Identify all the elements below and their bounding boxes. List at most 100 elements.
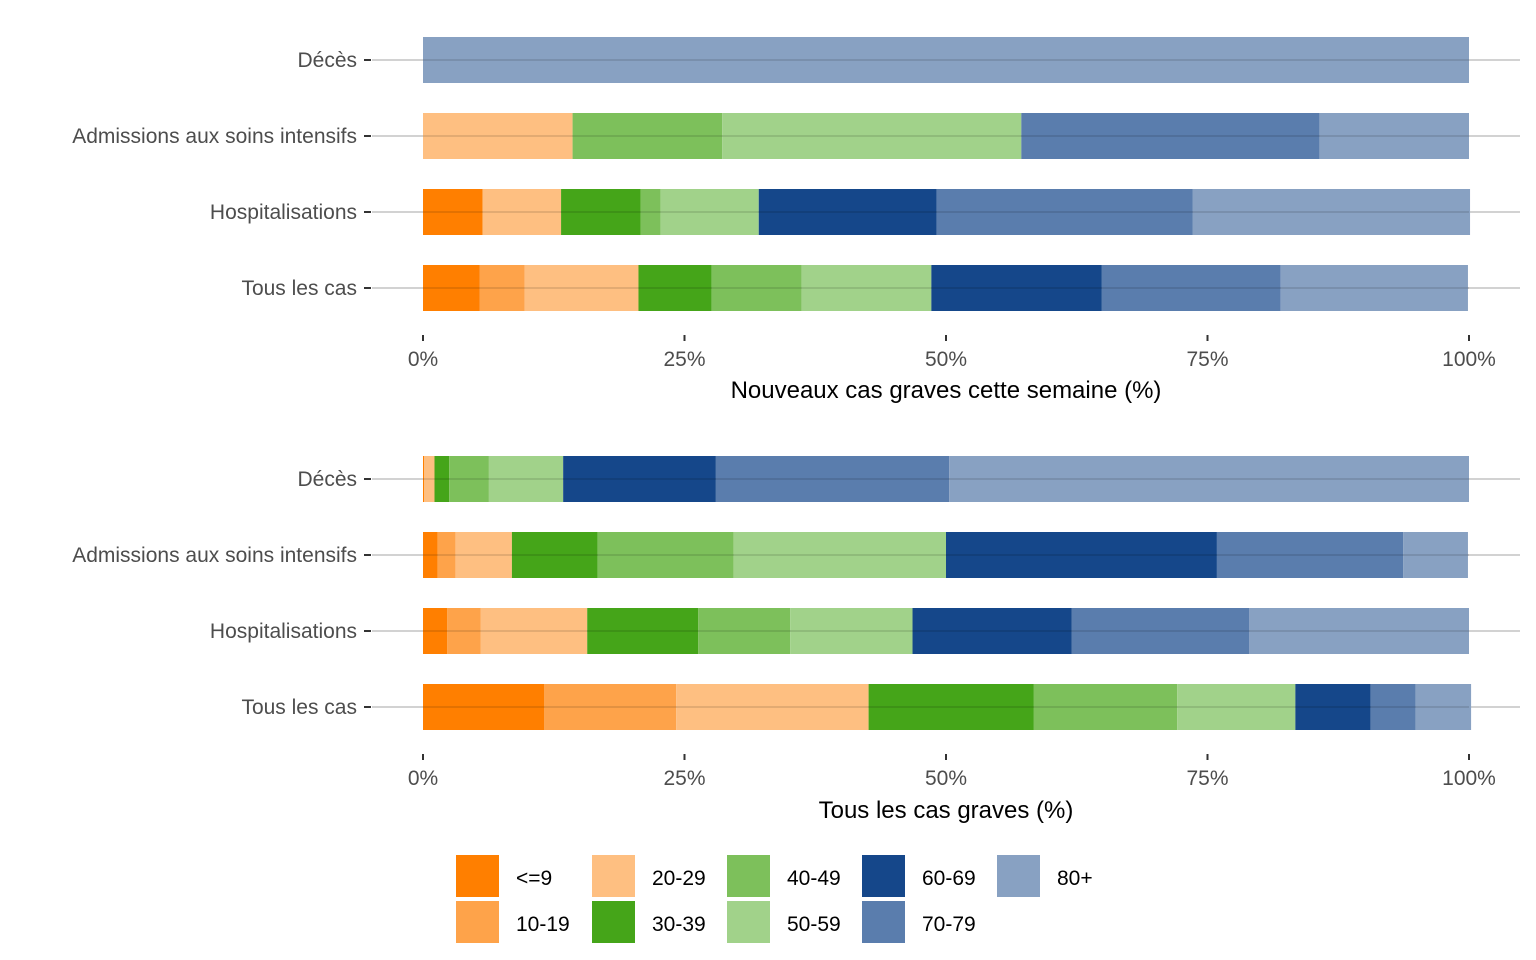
bar-segment xyxy=(733,532,946,578)
bar-segment xyxy=(1177,684,1296,730)
legend-label: 50-59 xyxy=(787,913,841,936)
bar-segment xyxy=(801,265,932,311)
bar-segment xyxy=(1415,684,1472,730)
bar-segment xyxy=(423,532,438,578)
x-axis-title: Tous les cas graves (%) xyxy=(819,797,1074,824)
x-tick-label: 100% xyxy=(1442,348,1496,371)
bar-segment xyxy=(572,113,723,159)
bar-segment xyxy=(423,456,425,502)
legend-label: 60-69 xyxy=(922,867,976,890)
bar-segment xyxy=(561,189,641,235)
bar-segment xyxy=(1319,113,1469,159)
legend-label: 40-49 xyxy=(787,867,841,890)
bar-segment xyxy=(711,265,802,311)
panel-new-severe-cases: Décès Admissions aux soins intensifs Hospi… xyxy=(72,37,1520,404)
x-tick-label: 25% xyxy=(663,348,705,371)
bar-segment xyxy=(931,265,1102,311)
bar-segment xyxy=(1192,189,1471,235)
bar-segment xyxy=(1280,265,1468,311)
bar-segment xyxy=(488,456,564,502)
legend-key xyxy=(456,855,499,897)
panel-all-severe-cases: Décès Admissions aux soins intensifs Hospi… xyxy=(72,456,1520,824)
legend-key xyxy=(727,855,770,897)
x-tick-label: 100% xyxy=(1442,767,1496,790)
bar-segment xyxy=(482,189,562,235)
bar-segment xyxy=(511,532,598,578)
x-tick-label: 50% xyxy=(925,767,967,790)
bar-segment xyxy=(1071,608,1250,654)
bar-segment xyxy=(1101,265,1281,311)
bar-segment xyxy=(949,456,1469,502)
bar-segment xyxy=(1216,532,1404,578)
bar-segment xyxy=(449,456,489,502)
legend-label: <=9 xyxy=(516,867,552,890)
bar-segment xyxy=(715,456,950,502)
bar-segment xyxy=(912,608,1072,654)
bar-segment xyxy=(660,189,759,235)
bar-segment xyxy=(758,189,937,235)
legend-key xyxy=(862,855,905,897)
legend-label: 70-79 xyxy=(922,913,976,936)
bar-segment xyxy=(587,608,699,654)
bar-segment xyxy=(437,532,456,578)
legend: <=9 10-19 20-29 30-39 40-49 50-59 60-69 70-79 80… xyxy=(456,855,1093,943)
legend-key xyxy=(592,855,635,897)
bar-segment xyxy=(946,532,1217,578)
bar-segment xyxy=(597,532,734,578)
y-tick-label: Admissions aux soins intensifs xyxy=(72,125,357,148)
y-tick-label: Hospitalisations xyxy=(210,201,357,224)
bar-segment xyxy=(423,608,448,654)
legend-key xyxy=(862,901,905,943)
bar-segment xyxy=(1033,684,1178,730)
legend-label: 80+ xyxy=(1057,867,1093,890)
bar-segment xyxy=(1403,532,1468,578)
bar-segment xyxy=(868,684,1034,730)
bar-segment xyxy=(423,37,1469,83)
bar-segment xyxy=(1021,113,1320,159)
bar-segment xyxy=(638,265,712,311)
bar-segment xyxy=(936,189,1193,235)
bar-segment xyxy=(790,608,913,654)
x-tick-label: 75% xyxy=(1186,348,1228,371)
legend-key xyxy=(997,855,1040,897)
legend-key xyxy=(727,901,770,943)
bar-segment xyxy=(434,456,450,502)
x-tick-label: 50% xyxy=(925,348,967,371)
bar-segment xyxy=(544,684,677,730)
bar-segment xyxy=(1370,684,1416,730)
bar-segment xyxy=(563,456,716,502)
x-tick-label: 0% xyxy=(408,348,438,371)
bar-segment xyxy=(424,456,435,502)
x-tick-label: 25% xyxy=(663,767,705,790)
legend-label: 10-19 xyxy=(516,913,570,936)
x-tick-label: 75% xyxy=(1186,767,1228,790)
bar-segment xyxy=(480,608,588,654)
bar-segment xyxy=(640,189,661,235)
legend-key xyxy=(456,901,499,943)
y-tick-label: Décès xyxy=(297,49,357,72)
y-tick-label: Tous les cas xyxy=(241,696,357,719)
bar-segment xyxy=(1249,608,1469,654)
bar-segment xyxy=(722,113,1022,159)
legend-label: 20-29 xyxy=(652,867,706,890)
legend-key xyxy=(592,901,635,943)
bar-segment xyxy=(698,608,791,654)
legend-label: 30-39 xyxy=(652,913,706,936)
bar-segment xyxy=(479,265,525,311)
bar-segment xyxy=(1295,684,1371,730)
y-tick-label: Hospitalisations xyxy=(210,620,357,643)
bar-segment xyxy=(455,532,512,578)
y-tick-label: Décès xyxy=(297,468,357,491)
x-axis-title: Nouveaux cas graves cette semaine (%) xyxy=(731,377,1162,404)
x-tick-label: 0% xyxy=(408,767,438,790)
y-tick-label: Tous les cas xyxy=(241,277,357,300)
bar-segment xyxy=(423,265,480,311)
bar-segment xyxy=(423,113,573,159)
bar-segment xyxy=(423,189,483,235)
bar-segment xyxy=(447,608,481,654)
bar-segment xyxy=(423,684,545,730)
bar-segment xyxy=(676,684,869,730)
bar-segment xyxy=(524,265,639,311)
y-tick-label: Admissions aux soins intensifs xyxy=(72,544,357,567)
